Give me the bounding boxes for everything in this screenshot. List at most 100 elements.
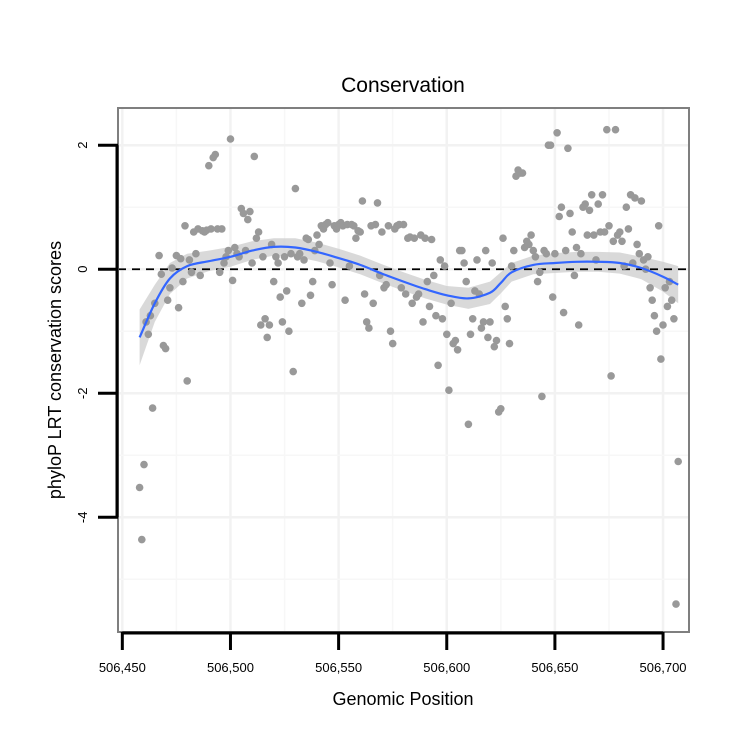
x-tick-label: 506,450 bbox=[99, 660, 146, 675]
data-point bbox=[559, 308, 568, 317]
data-point bbox=[430, 271, 438, 280]
data-point bbox=[581, 200, 589, 208]
data-point bbox=[250, 152, 259, 161]
data-point bbox=[304, 235, 313, 244]
data-point bbox=[555, 212, 563, 221]
data-point bbox=[239, 209, 248, 218]
data-point bbox=[510, 246, 518, 255]
data-point bbox=[531, 252, 540, 261]
data-point bbox=[585, 206, 594, 215]
data-point bbox=[144, 330, 153, 339]
data-point bbox=[226, 135, 235, 143]
data-point bbox=[536, 268, 544, 277]
data-point bbox=[438, 315, 447, 323]
data-point bbox=[308, 277, 317, 286]
data-point bbox=[287, 249, 295, 258]
data-point bbox=[254, 228, 263, 236]
data-point bbox=[272, 252, 280, 261]
data-point bbox=[572, 243, 581, 252]
data-point bbox=[306, 291, 315, 300]
x-tick-label: 506,600 bbox=[423, 660, 470, 675]
data-point bbox=[161, 344, 170, 353]
data-point bbox=[246, 207, 254, 216]
data-point bbox=[276, 293, 285, 301]
data-point bbox=[648, 296, 656, 305]
data-point bbox=[427, 235, 436, 244]
data-point bbox=[378, 228, 386, 236]
data-point bbox=[644, 252, 652, 261]
data-point bbox=[440, 262, 449, 270]
data-point bbox=[207, 225, 215, 233]
data-point bbox=[280, 252, 289, 261]
data-point bbox=[607, 372, 615, 380]
data-point bbox=[414, 290, 423, 298]
x-axis: 506,450 506,500 506,550 506,600 506,650 506,7… bbox=[99, 631, 687, 675]
data-point bbox=[542, 249, 551, 258]
data-point bbox=[453, 346, 462, 354]
data-point bbox=[527, 231, 535, 239]
data-point bbox=[624, 225, 633, 233]
data-point bbox=[464, 420, 473, 429]
data-point bbox=[533, 277, 542, 286]
data-point bbox=[443, 330, 451, 339]
data-point bbox=[603, 125, 611, 134]
data-point bbox=[228, 276, 237, 285]
y-axis-title: phyloP LRT conservation scores bbox=[45, 241, 65, 499]
data-point bbox=[168, 264, 176, 272]
data-point bbox=[611, 125, 620, 134]
smooth-curve bbox=[138, 245, 679, 338]
data-point bbox=[261, 315, 269, 323]
data-point bbox=[148, 404, 157, 412]
data-point bbox=[568, 228, 576, 236]
data-point bbox=[285, 327, 293, 336]
data-point bbox=[278, 318, 287, 326]
data-point bbox=[388, 339, 397, 348]
data-point bbox=[183, 377, 191, 385]
data-point bbox=[140, 460, 148, 469]
data-point bbox=[399, 220, 408, 229]
data-point bbox=[174, 303, 183, 312]
data-point bbox=[220, 259, 228, 267]
data-point bbox=[224, 246, 233, 255]
data-point bbox=[570, 271, 579, 280]
data-point bbox=[386, 327, 395, 336]
data-point bbox=[663, 302, 672, 311]
y-tick-label: -2 bbox=[75, 388, 90, 400]
data-point bbox=[646, 284, 654, 292]
data-point bbox=[484, 333, 492, 342]
data-point bbox=[371, 220, 380, 229]
chart-title: Conservation bbox=[341, 74, 465, 97]
data-point bbox=[211, 150, 220, 159]
data-point bbox=[657, 355, 665, 363]
data-point bbox=[360, 290, 369, 298]
data-point bbox=[218, 225, 226, 233]
data-point bbox=[566, 209, 574, 218]
data-point bbox=[529, 246, 538, 255]
y-tick-label: 0 bbox=[75, 266, 90, 273]
data-point bbox=[135, 483, 144, 492]
data-point bbox=[421, 234, 429, 242]
data-point bbox=[503, 315, 512, 323]
data-point bbox=[631, 194, 639, 202]
data-point bbox=[419, 318, 427, 326]
data-point bbox=[328, 280, 336, 289]
data-point bbox=[313, 231, 321, 239]
data-point bbox=[138, 535, 146, 544]
data-point bbox=[315, 240, 323, 249]
data-point bbox=[481, 246, 490, 255]
data-point bbox=[451, 336, 460, 345]
data-point bbox=[263, 333, 272, 342]
x-tick-label: 506,500 bbox=[207, 660, 254, 675]
data-point bbox=[490, 342, 499, 351]
data-point bbox=[155, 251, 163, 260]
data-point bbox=[397, 284, 406, 292]
data-point bbox=[672, 600, 680, 608]
data-point bbox=[295, 249, 304, 258]
data-point bbox=[248, 259, 256, 267]
data-point bbox=[674, 457, 682, 466]
data-point bbox=[488, 259, 497, 267]
data-point bbox=[365, 324, 373, 332]
data-point bbox=[590, 231, 598, 239]
data-point bbox=[659, 321, 667, 329]
